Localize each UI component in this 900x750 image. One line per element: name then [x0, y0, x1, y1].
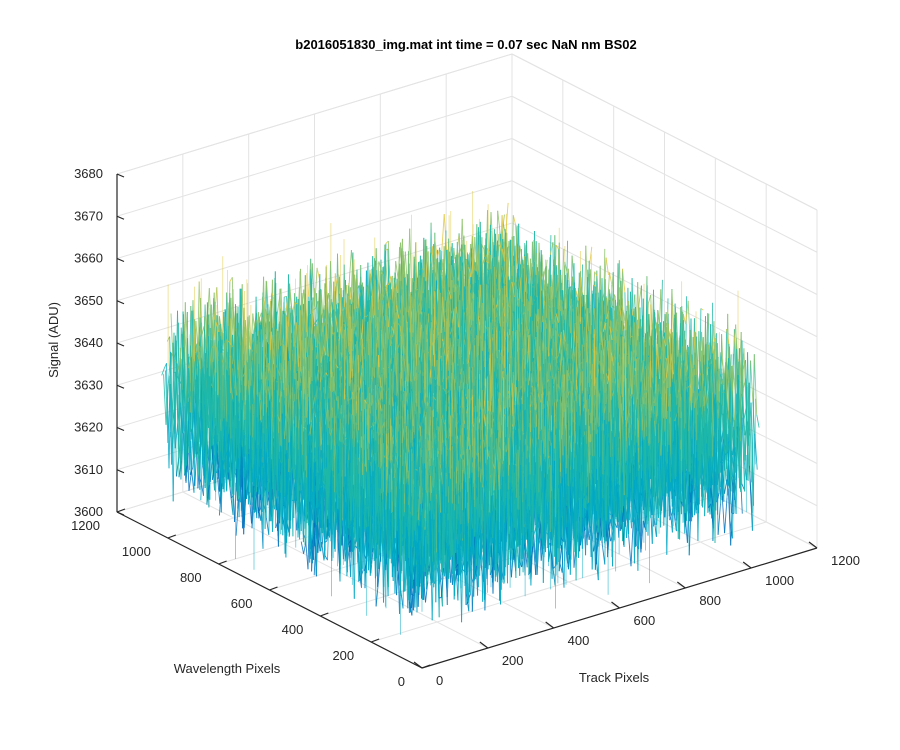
surface-segment	[180, 375, 185, 462]
grid-line-z-back	[116, 138, 513, 259]
surface-segment	[168, 375, 173, 465]
surface-plot	[161, 191, 760, 635]
surface-segment	[195, 320, 199, 357]
grid-line-z-back	[116, 180, 513, 302]
surface-segment	[188, 471, 192, 491]
surface-segment	[348, 249, 352, 286]
surface-segment	[161, 368, 165, 376]
surface-segment	[191, 470, 195, 493]
surface-segment	[213, 287, 218, 320]
surface-segment	[180, 311, 184, 469]
surface-segment	[288, 288, 293, 310]
surface-segment	[174, 423, 179, 449]
surface-segment	[169, 336, 173, 454]
grid-line-z-side	[511, 222, 818, 380]
box-edge-top-back	[116, 53, 513, 175]
surface-segment	[497, 210, 501, 234]
surface-segment	[184, 311, 188, 352]
surface-segment	[163, 374, 167, 425]
surface-segment	[441, 214, 445, 252]
surface-segment	[316, 267, 320, 280]
surface-segment	[178, 322, 182, 480]
grid-line-z-side	[511, 138, 818, 295]
grid-line-y-floor	[371, 521, 767, 643]
box-edge-top-side	[511, 53, 818, 211]
surface-segment	[258, 312, 262, 320]
surface-segment	[166, 363, 170, 469]
surface-segment	[180, 432, 184, 480]
surface-segment	[505, 202, 509, 236]
surface-segment	[378, 261, 382, 271]
surface-segment	[185, 452, 189, 483]
surface-segment	[395, 261, 399, 279]
surface-segment	[165, 370, 169, 443]
surface-segment	[443, 214, 448, 251]
grid-line-z-side	[511, 95, 818, 253]
grid-line-z-back	[116, 95, 513, 217]
grid-line-z-side	[511, 180, 818, 338]
surface-segment	[307, 258, 312, 297]
surface-segment	[380, 269, 385, 277]
surface-segment	[173, 332, 177, 477]
